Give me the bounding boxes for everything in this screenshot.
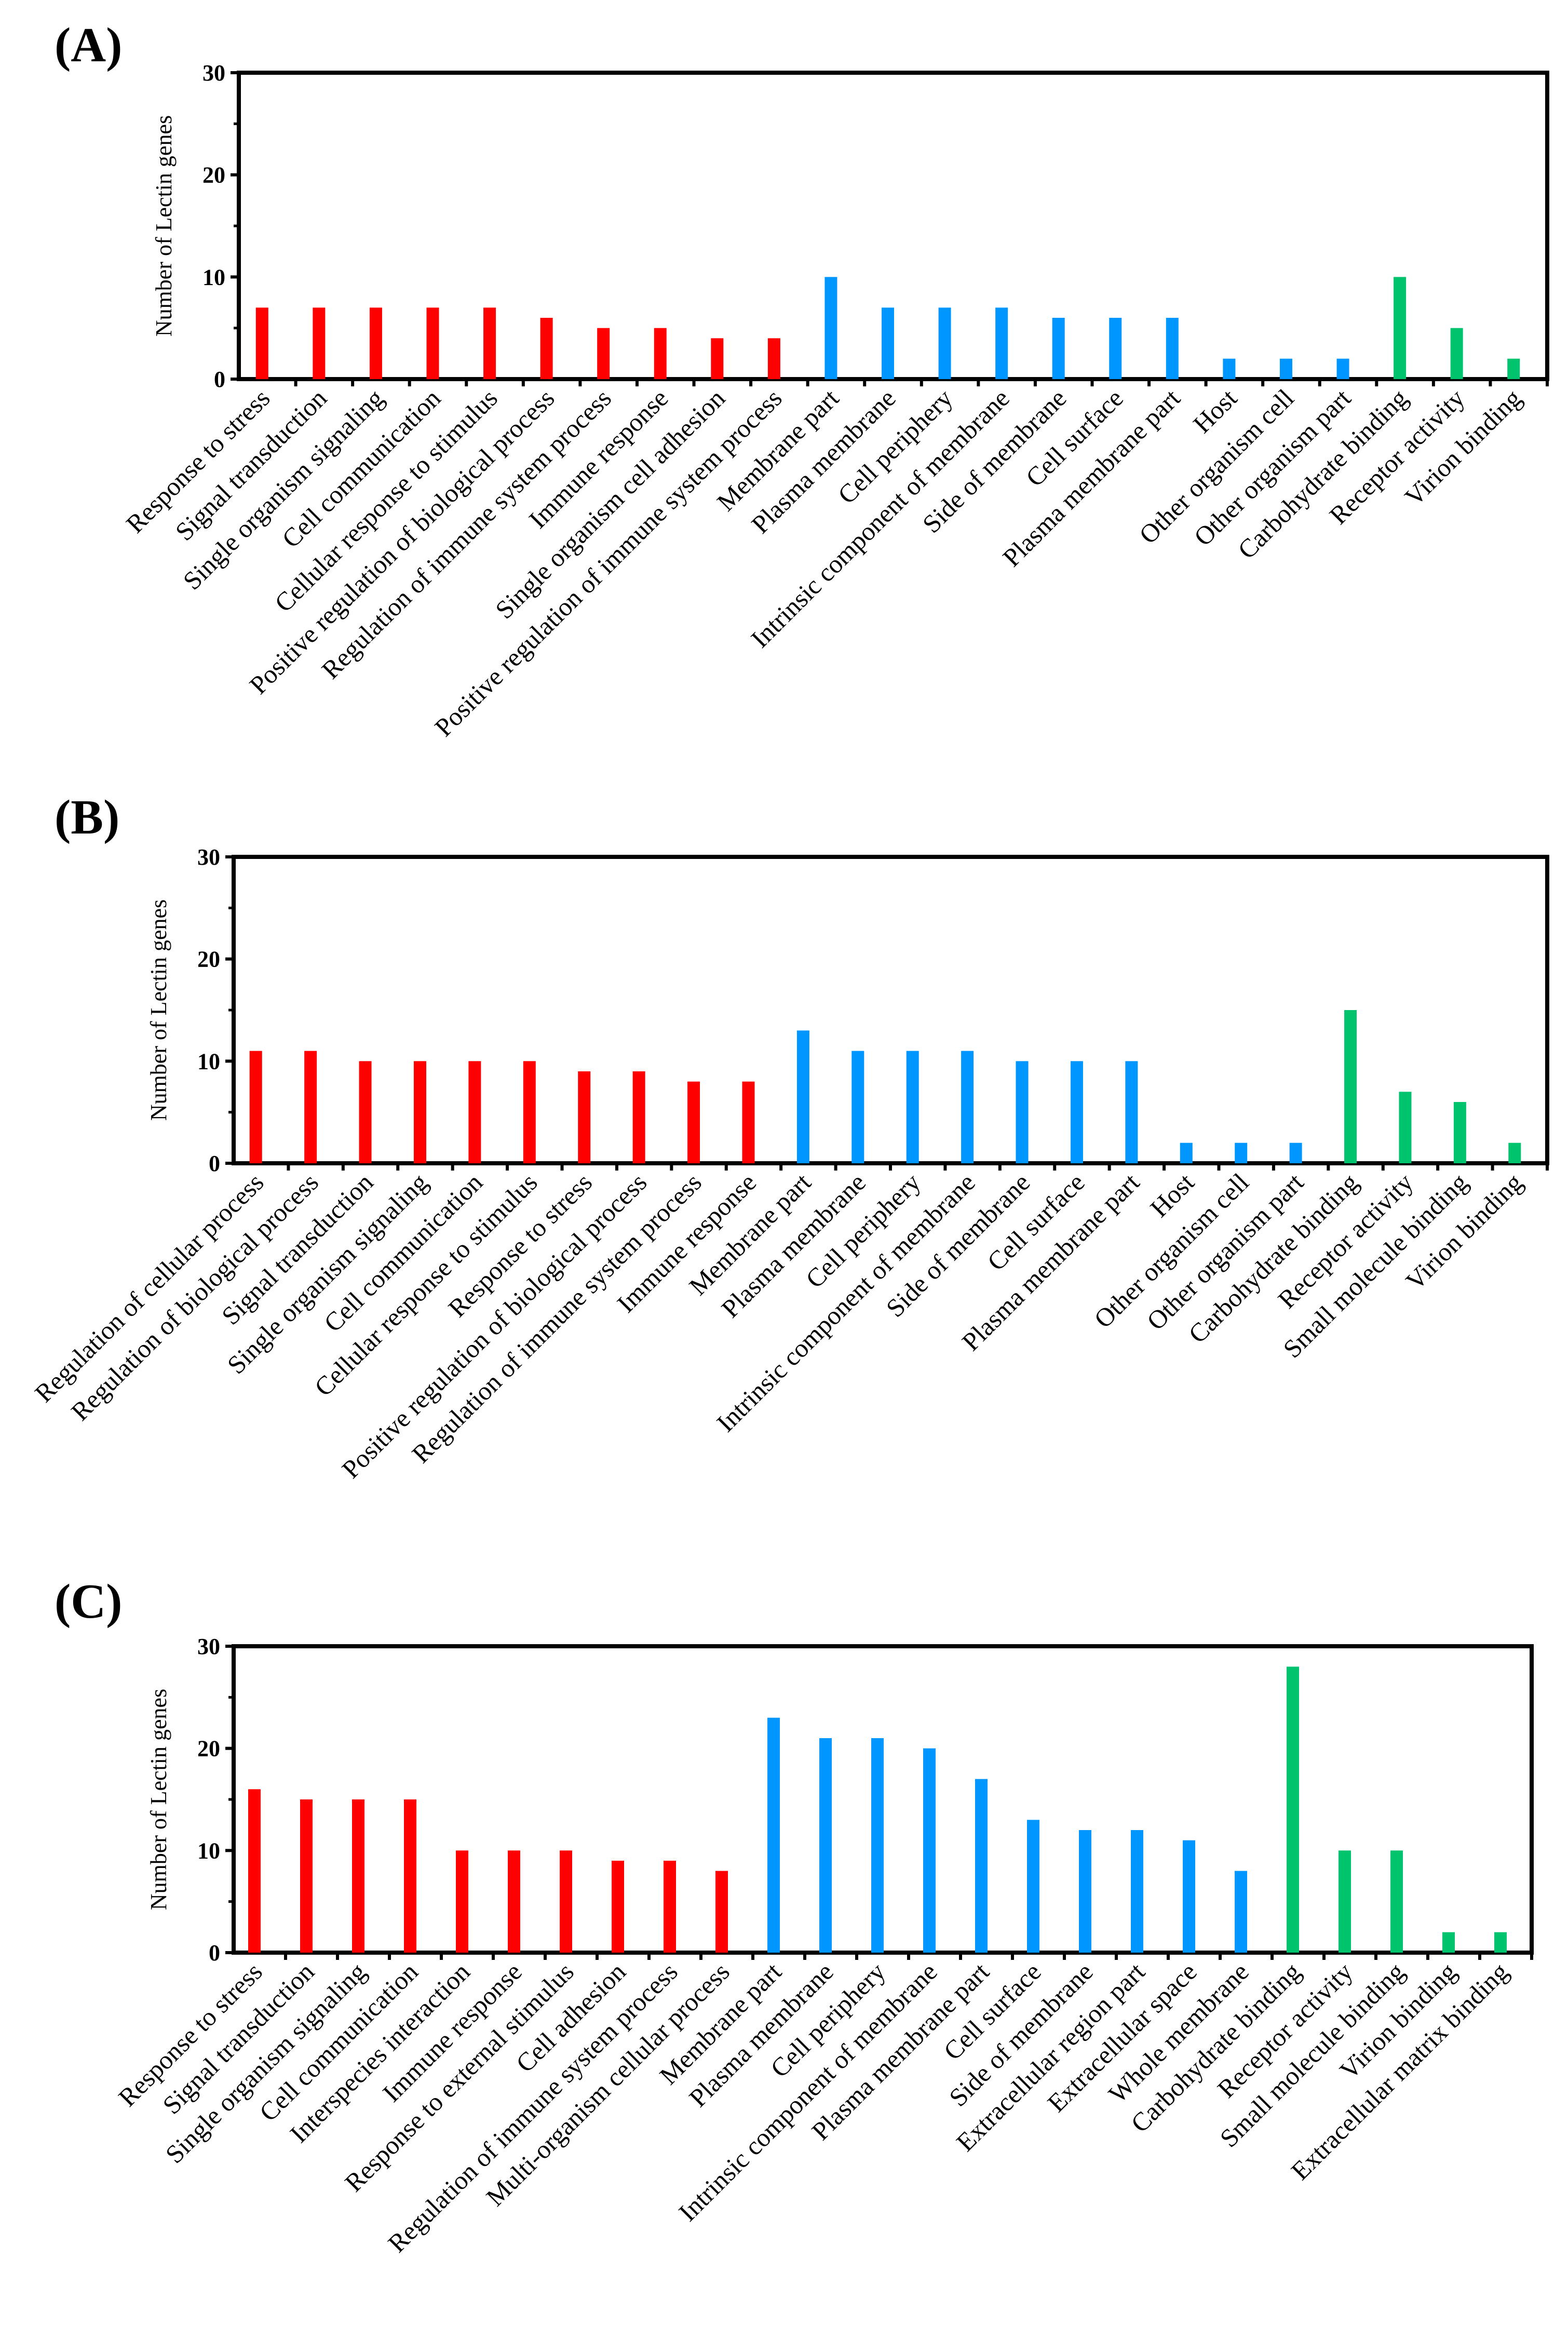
bar-cellular-component bbox=[1180, 1142, 1193, 1163]
chart-panel-2: (B) 0 10 20 30 Number of Lectin genes Regulati… bbox=[29, 790, 1549, 1484]
bar-cellular-component bbox=[1183, 1840, 1195, 1953]
y-tick-label: 10 bbox=[202, 264, 225, 290]
bar-molecular-function bbox=[1442, 1932, 1455, 1953]
bar-biological-process bbox=[248, 1789, 261, 1953]
bar-cellular-component bbox=[923, 1748, 936, 1953]
bar-cellular-component bbox=[1279, 358, 1292, 379]
bar-cellular-component bbox=[1336, 358, 1349, 379]
bar-biological-process bbox=[369, 307, 382, 379]
bar-cellular-component bbox=[1070, 1061, 1083, 1163]
y-tick-label: 30 bbox=[197, 1634, 220, 1659]
bar-biological-process bbox=[523, 1061, 536, 1163]
bar-cellular-component bbox=[1052, 318, 1065, 379]
bar-cellular-component bbox=[1109, 318, 1122, 379]
y-tick-label: 0 bbox=[209, 1151, 220, 1176]
bar-biological-process bbox=[249, 1051, 262, 1163]
bar-biological-process bbox=[687, 1081, 700, 1163]
bar-cellular-component bbox=[1223, 358, 1236, 379]
bar-biological-process bbox=[540, 318, 553, 379]
bar-cellular-component bbox=[1131, 1830, 1143, 1953]
panel-label: (A) bbox=[55, 18, 123, 72]
bar-molecular-function bbox=[1508, 1142, 1521, 1163]
bar-cellular-component bbox=[1235, 1142, 1248, 1163]
y-tick-label: 10 bbox=[197, 1838, 220, 1863]
bar-biological-process bbox=[711, 338, 724, 379]
bar-biological-process bbox=[413, 1061, 426, 1163]
y-tick-label: 10 bbox=[197, 1048, 220, 1074]
bar-molecular-function bbox=[1339, 1850, 1351, 1953]
bar-biological-process bbox=[352, 1799, 364, 1953]
bar-biological-process bbox=[456, 1850, 468, 1953]
bar-biological-process bbox=[304, 1051, 317, 1163]
bar-cellular-component bbox=[796, 1030, 809, 1163]
bar-biological-process bbox=[313, 307, 326, 379]
bar-cellular-component bbox=[1079, 1830, 1091, 1953]
y-axis-title: Number of Lectin genes bbox=[151, 115, 177, 337]
y-tick-label: 0 bbox=[214, 367, 225, 392]
bar-molecular-function bbox=[1399, 1092, 1412, 1163]
panel-label: (B) bbox=[55, 790, 119, 844]
bar-biological-process bbox=[508, 1850, 520, 1953]
bar-biological-process bbox=[578, 1071, 591, 1163]
bar-cellular-component bbox=[851, 1051, 864, 1163]
bar-biological-process bbox=[767, 338, 780, 379]
bar-biological-process bbox=[300, 1799, 313, 1953]
bar-cellular-component bbox=[938, 307, 951, 379]
bar-cellular-component bbox=[767, 1717, 780, 1953]
bar-molecular-function bbox=[1394, 277, 1407, 379]
bar-cellular-component bbox=[819, 1738, 832, 1953]
bar-biological-process bbox=[404, 1799, 416, 1953]
bar-molecular-function bbox=[1287, 1666, 1299, 1953]
bar-biological-process bbox=[255, 307, 268, 379]
bar-biological-process bbox=[632, 1071, 645, 1163]
panel-label: (C) bbox=[55, 1575, 123, 1629]
bar-cellular-component bbox=[906, 1051, 919, 1163]
bar-cellular-component bbox=[882, 307, 894, 379]
bar-biological-process bbox=[715, 1871, 728, 1953]
bar-cellular-component bbox=[995, 307, 1008, 379]
bar-molecular-function bbox=[1450, 328, 1463, 379]
bar-molecular-function bbox=[1507, 358, 1520, 379]
bar-cellular-component bbox=[824, 277, 837, 379]
bar-biological-process bbox=[742, 1081, 755, 1163]
y-tick-label: 20 bbox=[197, 947, 220, 972]
y-axis-title: Number of Lectin genes bbox=[146, 899, 171, 1121]
bar-molecular-function bbox=[1344, 1010, 1357, 1163]
bar-biological-process bbox=[426, 307, 439, 379]
y-axis-title: Number of Lectin genes bbox=[146, 1689, 171, 1910]
bar-cellular-component bbox=[1027, 1820, 1039, 1953]
y-tick-label: 30 bbox=[197, 844, 220, 870]
bar-biological-process bbox=[560, 1850, 572, 1953]
bar-cellular-component bbox=[1166, 318, 1179, 379]
bar-molecular-function bbox=[1453, 1102, 1466, 1163]
x-tick-label: Regulation of cellular process bbox=[29, 1167, 269, 1408]
y-tick-label: 0 bbox=[209, 1940, 220, 1966]
bar-biological-process bbox=[483, 307, 496, 379]
bar-cellular-component bbox=[871, 1738, 884, 1953]
y-tick-label: 20 bbox=[202, 163, 225, 188]
bar-cellular-component bbox=[961, 1051, 974, 1163]
bar-cellular-component bbox=[1235, 1871, 1247, 1953]
bar-biological-process bbox=[468, 1061, 481, 1163]
bar-cellular-component bbox=[1016, 1061, 1029, 1163]
y-tick-label: 30 bbox=[202, 60, 225, 86]
bar-molecular-function bbox=[1494, 1932, 1507, 1953]
bar-biological-process bbox=[654, 328, 667, 379]
bar-biological-process bbox=[664, 1861, 676, 1953]
bar-cellular-component bbox=[1125, 1061, 1138, 1163]
bar-molecular-function bbox=[1390, 1850, 1403, 1953]
y-tick-label: 20 bbox=[197, 1736, 220, 1762]
bar-cellular-component bbox=[975, 1779, 988, 1953]
bar-cellular-component bbox=[1289, 1142, 1302, 1163]
bar-biological-process bbox=[597, 328, 610, 379]
bar-biological-process bbox=[359, 1061, 372, 1163]
x-tick-label: Single organism signaling bbox=[160, 1957, 372, 2169]
bar-biological-process bbox=[612, 1861, 624, 1953]
